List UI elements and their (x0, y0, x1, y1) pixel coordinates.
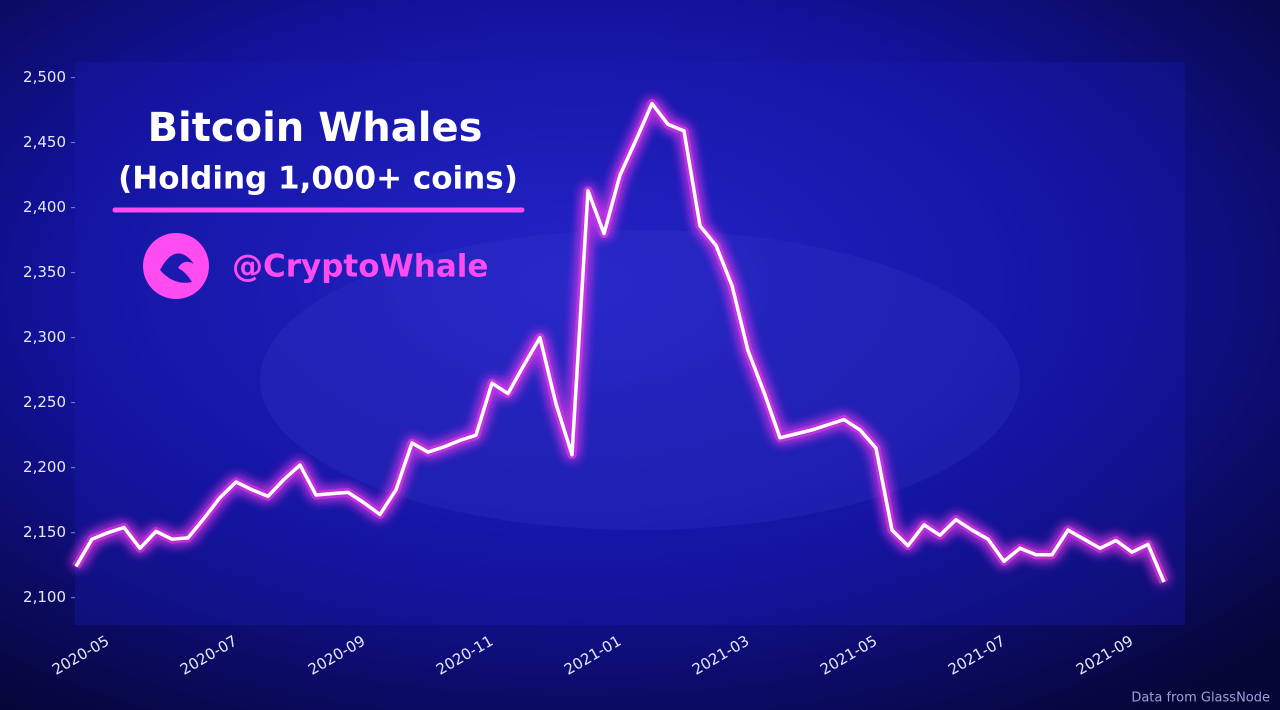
logo-whale (160, 253, 194, 283)
chart-title: Bitcoin Whales (148, 105, 483, 151)
y-tick-label: 2,500 (23, 68, 66, 86)
y-tick-label: 2,200 (23, 458, 66, 476)
handle: @CryptoWhale (232, 249, 488, 285)
y-tick-label: 2,250 (23, 393, 66, 411)
whale-silhouette (260, 230, 1020, 530)
y-tick-label: 2,450 (23, 133, 66, 151)
y-tick-label: 2,300 (23, 328, 66, 346)
y-tick-label: 2,400 (23, 198, 66, 216)
line (74, 101, 1166, 583)
y-tick-label: 2,150 (23, 523, 66, 541)
y-tick-label: 2,100 (23, 588, 66, 606)
chart-subtitle: (Holding 1,000+ coins) (118, 161, 518, 197)
source-note: Data from GlassNode (1131, 691, 1270, 706)
y-tick-label: 2,350 (23, 263, 66, 281)
